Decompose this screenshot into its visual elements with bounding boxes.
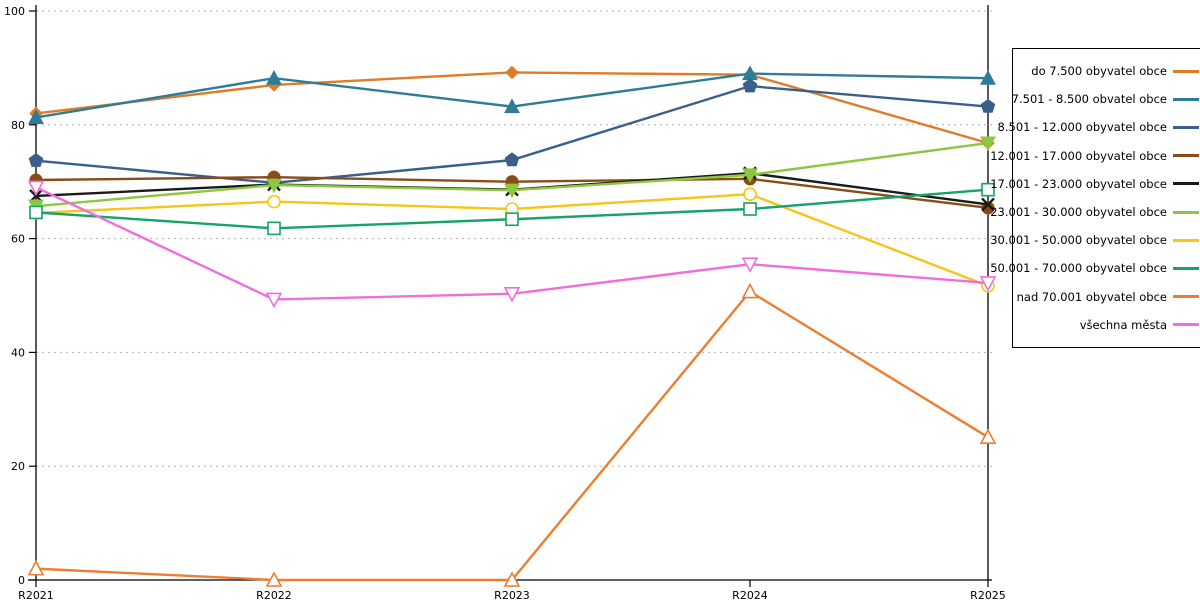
legend-color-swatch [1173,69,1199,73]
series-line [34,290,990,582]
marker-triangle-up [265,571,283,587]
legend-item-label: 17.001 - 23.000 obyvatel obce [990,176,1167,191]
legend-item-label: 23.001 - 30.000 obyvatel obce [990,205,1167,220]
series-2 [28,78,996,190]
legend-item-label: 7.501 - 8.500 obvatel obce [1011,92,1167,107]
legend-color-swatch [1173,266,1199,270]
gridlines [36,10,992,467]
marker-triangle-down [979,276,997,292]
marker-triangle-down [980,136,996,152]
legend-item[interactable]: 30.001 - 50.000 obyvatel obce [990,233,1199,247]
marker-triangle-down [503,286,521,303]
marker-triangle-up [980,69,996,85]
marker-square [743,202,757,216]
legend-color-swatch [1173,154,1199,158]
legend-item[interactable]: všechna města [1019,318,1199,332]
legend-color-swatch [1173,182,1199,186]
y-tick-label: 100 [4,5,25,18]
series-9 [27,180,997,309]
y-tick-label: 0 [18,574,25,587]
marker-square [505,212,519,227]
marker-x-stroke [981,197,995,212]
legend-item-label: 30.001 - 50.000 obyvatel obce [990,233,1167,248]
marker-triangle-down [742,168,758,184]
legend-item-label: 50.001 - 70.000 obyvatel obce [990,261,1167,276]
y-tick-label: 80 [11,119,25,132]
marker-square [981,182,995,197]
marker-square [29,205,43,220]
legend-color-swatch [1173,210,1199,214]
axes: 0 20 40 60 80 100 R2021 R2022 R2023 R2024 R2025 [4,5,1006,600]
series-8 [27,282,997,587]
legend-item-label: 12.001 - 17.000 obyvatel obce [990,148,1167,163]
x-tick-label: R2021 [18,589,54,600]
marker-triangle-down [265,292,283,309]
legend-color-swatch [1173,125,1199,129]
marker-pentagon [28,152,44,167]
marker-triangle-up [27,559,45,576]
y-tick-label: 20 [11,460,25,473]
marker-triangle-up [28,109,44,124]
series-group [27,65,997,587]
marker-triangle-up [266,69,282,85]
marker-circle [743,187,757,202]
legend-item-label: nad 70.001 obyvatel obce [1016,289,1167,304]
legend-color-swatch [1173,323,1199,327]
marker-circle [267,194,281,209]
marker-x-cross [981,197,995,212]
legend-item[interactable]: 12.001 - 17.000 obyvatel obce [990,149,1199,163]
marker-triangle-up [979,428,997,444]
series-7 [29,182,995,236]
legend-color-swatch [1173,295,1199,299]
legend-color-swatch [1173,97,1199,101]
x-tick-label: R2025 [970,589,1006,600]
legend-item[interactable]: 8.501 - 12.000 obyvatel obce [998,120,1199,134]
legend-item[interactable]: 7.501 - 8.500 obvatel obce [1012,92,1199,106]
marker-pentagon [504,152,520,167]
x-tick-label: R2023 [494,589,530,600]
legend-item-label: do 7.500 obyvatel obce [1031,64,1167,79]
marker-diamond [505,65,519,80]
marker-triangle-down [741,257,759,273]
series-1 [28,65,996,124]
y-tick-label: 60 [11,233,25,246]
legend-color-swatch [1173,238,1199,242]
chart-legend: do 7.500 obyvatel obce 7.501 - 8.500 obva… [990,48,1200,348]
legend-item[interactable]: 50.001 - 70.000 obyvatel obce [990,261,1199,275]
marker-pentagon [980,98,996,113]
y-tick-label: 40 [11,346,25,359]
marker-triangle-up [503,571,521,587]
marker-triangle-down [266,178,282,194]
x-tick-label: R2022 [256,589,292,600]
marker-pentagon [742,78,758,93]
legend-item[interactable]: do 7.500 obyvatel obce [1019,64,1199,78]
legend-item[interactable]: 23.001 - 30.000 obyvatel obce [990,205,1199,219]
marker-triangle-down [504,183,520,199]
marker-square [267,221,281,236]
legend-item-label: 8.501 - 12.000 obyvatel obce [997,120,1167,135]
legend-item[interactable]: 17.001 - 23.000 obyvatel obce [990,177,1199,191]
x-tick-label: R2024 [732,589,768,600]
legend-item[interactable]: nad 70.001 obyvatel obce [1016,289,1199,304]
marker-triangle-down [27,180,45,197]
legend-item-label: všechna města [1079,317,1167,332]
series-6 [29,187,995,293]
marker-triangle-up [741,282,759,299]
marker-triangle-up [504,98,520,114]
